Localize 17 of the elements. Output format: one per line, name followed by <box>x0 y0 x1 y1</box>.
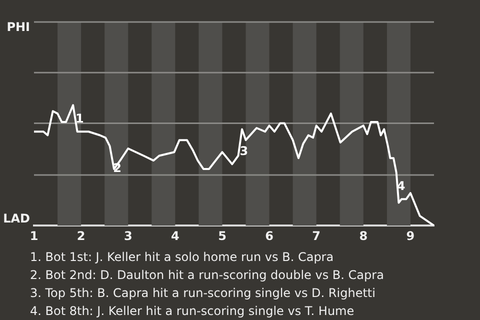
text: 3. Top 5th: B. Capra hit a run-scoring single vs D. Righetti <box>30 285 376 302</box>
x-tick-label: 7 <box>312 228 321 243</box>
x-tick-label: 4 <box>170 228 180 243</box>
text: 2. Bot 2nd: D. Daulton hit a run-scoring double vs B. Capra <box>30 267 385 284</box>
x-tick-label: 6 <box>265 228 274 243</box>
text: LAD <box>3 212 30 226</box>
annotation: 3 <box>240 144 248 158</box>
x-tick-label: 1 <box>30 228 38 243</box>
x-tick-label: 8 <box>359 228 368 243</box>
x-tick-label: 5 <box>218 228 226 243</box>
x-tick-label: 3 <box>124 228 132 243</box>
x-tick-label: 2 <box>76 228 86 243</box>
ref-line-label: PHI <box>6 20 30 34</box>
text: 1. Bot 1st: J. Keller hit a solo home run vs B. Capra <box>30 249 335 266</box>
annotation: 1 <box>75 112 84 126</box>
x-tick-label: 9 <box>406 228 415 243</box>
text: 4. Bot 8th: J. Keller hit a run-scoring single vs T. Hume <box>30 303 356 320</box>
